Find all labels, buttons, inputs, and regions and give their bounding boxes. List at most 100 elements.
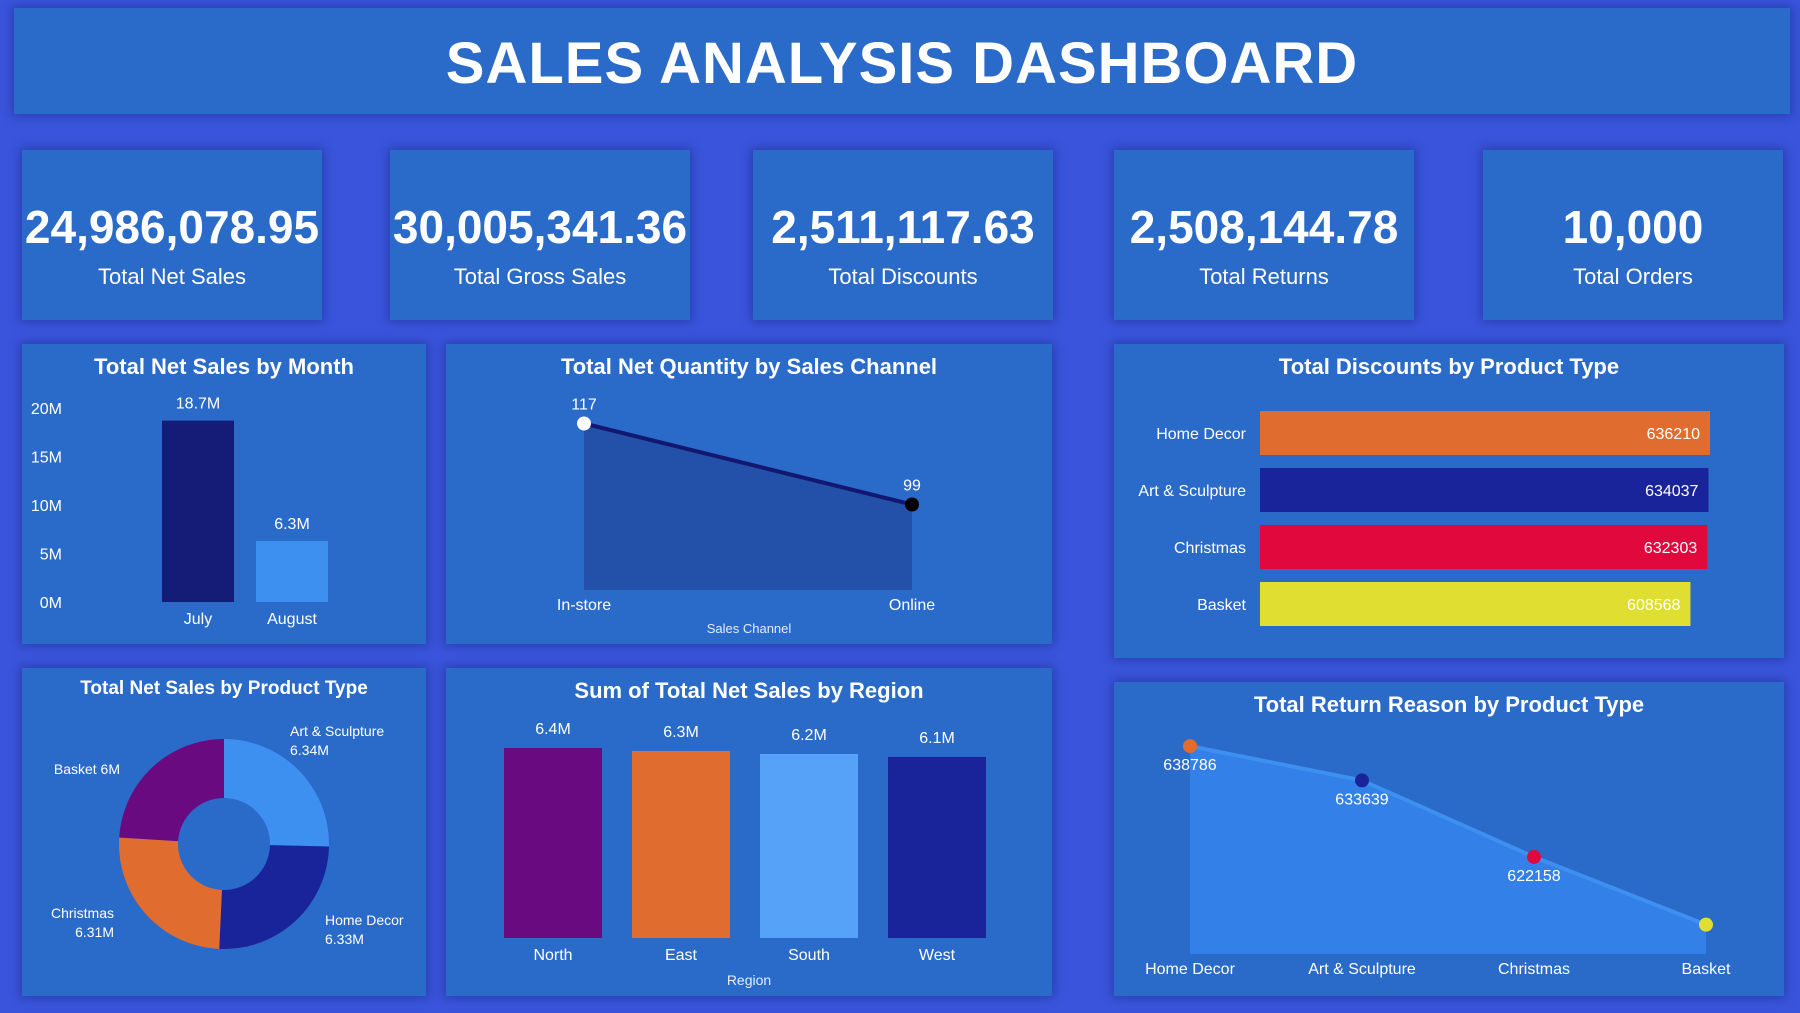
- x-tick-label: Home Decor: [1145, 961, 1235, 978]
- data-point-art-sculpture: [1355, 773, 1369, 788]
- x-tick-label: West: [919, 947, 956, 964]
- slice-value-label: 6.31M: [75, 924, 114, 940]
- data-label: 99: [903, 478, 921, 495]
- chart-net-sales-by-region[interactable]: Sum of Total Net Sales by Region 6.4M Nor…: [446, 668, 1052, 996]
- bar-north: [504, 748, 602, 938]
- y-tick-label: 5M: [40, 547, 62, 564]
- bar-west: [888, 756, 986, 938]
- chart-title: Total Discounts by Product Type: [1278, 354, 1620, 379]
- data-label: 117: [571, 397, 597, 414]
- chart-canvas: Art & Sculpture 6.34M Home Decor 6.33M Chris…: [51, 723, 404, 949]
- data-label: 6.3M: [274, 516, 310, 533]
- x-axis-label: Region: [727, 972, 771, 988]
- kpi-card-total-discounts[interactable]: 2,511,117.63 Total Discounts: [753, 150, 1053, 320]
- data-label: 6.4M: [535, 721, 571, 738]
- x-tick-label: South: [788, 947, 830, 964]
- x-tick-label: Basket: [1682, 961, 1731, 978]
- data-point-basket: [1699, 917, 1713, 932]
- slice-label: Art & Sculpture: [290, 723, 384, 739]
- y-tick-label: 15M: [31, 450, 62, 467]
- chart-canvas: 638786 Home Decor 633639 Art & Sculpture 622…: [1145, 739, 1731, 978]
- series-line: [1189, 744, 1707, 927]
- x-tick-label: In-store: [557, 597, 611, 614]
- chart-net-quantity-by-sales-channel[interactable]: Total Net Quantity by Sales Channel 117 I…: [446, 344, 1052, 644]
- bar-christmas: [1260, 525, 1708, 569]
- data-label: 638786: [1163, 757, 1216, 774]
- slice-label: Basket 6M: [54, 761, 120, 777]
- y-tick-label: 10M: [31, 498, 62, 515]
- area-fill: [1190, 746, 1706, 954]
- y-tick-label: 20M: [31, 401, 62, 418]
- data-label: 636210: [1647, 426, 1700, 443]
- kpi-value: 2,508,144.78: [1129, 201, 1399, 253]
- chart-discounts-by-product-type[interactable]: Total Discounts by Product Type Home Dec…: [1114, 344, 1784, 658]
- area-fill: [584, 423, 912, 590]
- kpi-card-total-gross-sales[interactable]: 30,005,341.36 Total Gross Sales: [390, 150, 690, 320]
- bar-july: [162, 420, 234, 602]
- data-label: 634037: [1645, 483, 1698, 500]
- kpi-label: Total Orders: [1573, 264, 1693, 289]
- chart-title: Total Net Sales by Product Type: [80, 678, 368, 699]
- x-tick-label: North: [533, 947, 572, 964]
- data-point-christmas: [1527, 849, 1541, 864]
- kpi-card-total-net-sales[interactable]: 24,986,078.95 Total Net Sales: [22, 150, 322, 320]
- data-label: 608568: [1627, 597, 1680, 614]
- slice-basket: [119, 739, 224, 842]
- slice-value-label: 6.33M: [325, 931, 364, 947]
- data-label: 632303: [1644, 540, 1697, 557]
- x-tick-label: Art & Sculpture: [1308, 961, 1416, 978]
- x-tick-label: Christmas: [1498, 961, 1570, 978]
- slice-art-sculpture: [224, 739, 329, 847]
- kpi-card-total-returns[interactable]: 2,508,144.78 Total Returns: [1114, 150, 1414, 320]
- x-axis-label: Sales Channel: [707, 621, 792, 636]
- bar-basket: [1260, 582, 1691, 626]
- chart-net-sales-by-product-type[interactable]: Total Net Sales by Product Type Art & Sc…: [22, 668, 426, 996]
- slice-label: Christmas: [51, 905, 114, 921]
- kpi-label: Total Gross Sales: [453, 264, 627, 289]
- kpi-label: Total Net Sales: [98, 264, 246, 289]
- data-point-in-store: [577, 416, 591, 431]
- data-point-home-decor: [1183, 739, 1197, 754]
- slice-label: Home Decor: [325, 912, 404, 928]
- data-label: 6.1M: [919, 730, 955, 747]
- bar-home-decor: [1260, 411, 1710, 455]
- chart-title: Total Net Quantity by Sales Channel: [560, 354, 938, 379]
- x-tick-label: East: [665, 947, 698, 964]
- y-tick-label: Art & Sculpture: [1138, 483, 1246, 500]
- x-tick-label: August: [267, 611, 317, 628]
- chart-canvas: 117 In-store 99 Online Sales Channel: [557, 397, 935, 637]
- kpi-value: 2,511,117.63: [771, 201, 1035, 253]
- bar-east: [632, 750, 730, 938]
- chart-canvas: 0M 5M 10M 15M 20M 18.7M July 6.3M August: [31, 396, 328, 628]
- kpi-value: 24,986,078.95: [24, 201, 320, 253]
- series-line: [583, 421, 913, 507]
- y-tick-label: Home Decor: [1156, 426, 1246, 443]
- kpi-label: Total Returns: [1199, 264, 1329, 289]
- data-label: 18.7M: [176, 396, 220, 413]
- y-tick-label: Christmas: [1174, 540, 1246, 557]
- chart-return-reason-by-product-type[interactable]: Total Return Reason by Product Type 6387…: [1114, 682, 1784, 996]
- chart-canvas: Home Decor 636210 Art & Sculpture 634037 Chr…: [1138, 411, 1710, 626]
- chart-title: Sum of Total Net Sales by Region: [574, 678, 924, 703]
- kpi-label: Total Discounts: [828, 264, 978, 289]
- y-tick-label: Basket: [1197, 597, 1246, 614]
- y-tick-label: 0M: [40, 595, 62, 612]
- data-point-online: [905, 497, 919, 512]
- kpi-value: 30,005,341.36: [392, 201, 688, 253]
- kpi-value: 10,000: [1562, 201, 1704, 253]
- slice-value-label: 6.34M: [290, 742, 329, 758]
- kpi-card-total-orders[interactable]: 10,000 Total Orders: [1483, 150, 1783, 320]
- dashboard-header: SALES ANALYSIS DASHBOARD: [14, 8, 1790, 114]
- x-tick-label: July: [184, 611, 212, 628]
- chart-net-sales-by-month[interactable]: Total Net Sales by Month 0M 5M 10M 15M 20M 18…: [22, 344, 426, 644]
- slice-home-decor: [219, 845, 329, 949]
- data-label: 622158: [1507, 868, 1560, 885]
- chart-title: Total Return Reason by Product Type: [1253, 692, 1645, 717]
- dashboard-title: SALES ANALYSIS DASHBOARD: [445, 31, 1359, 96]
- chart-title: Total Net Sales by Month: [94, 354, 354, 379]
- slice-christmas: [119, 837, 222, 949]
- bar-art-sculpture: [1260, 468, 1709, 512]
- chart-canvas: 6.4M North 6.3M East 6.2M South 6.1M West Region: [504, 721, 986, 988]
- bar-south: [760, 753, 858, 938]
- data-label: 6.3M: [663, 724, 699, 741]
